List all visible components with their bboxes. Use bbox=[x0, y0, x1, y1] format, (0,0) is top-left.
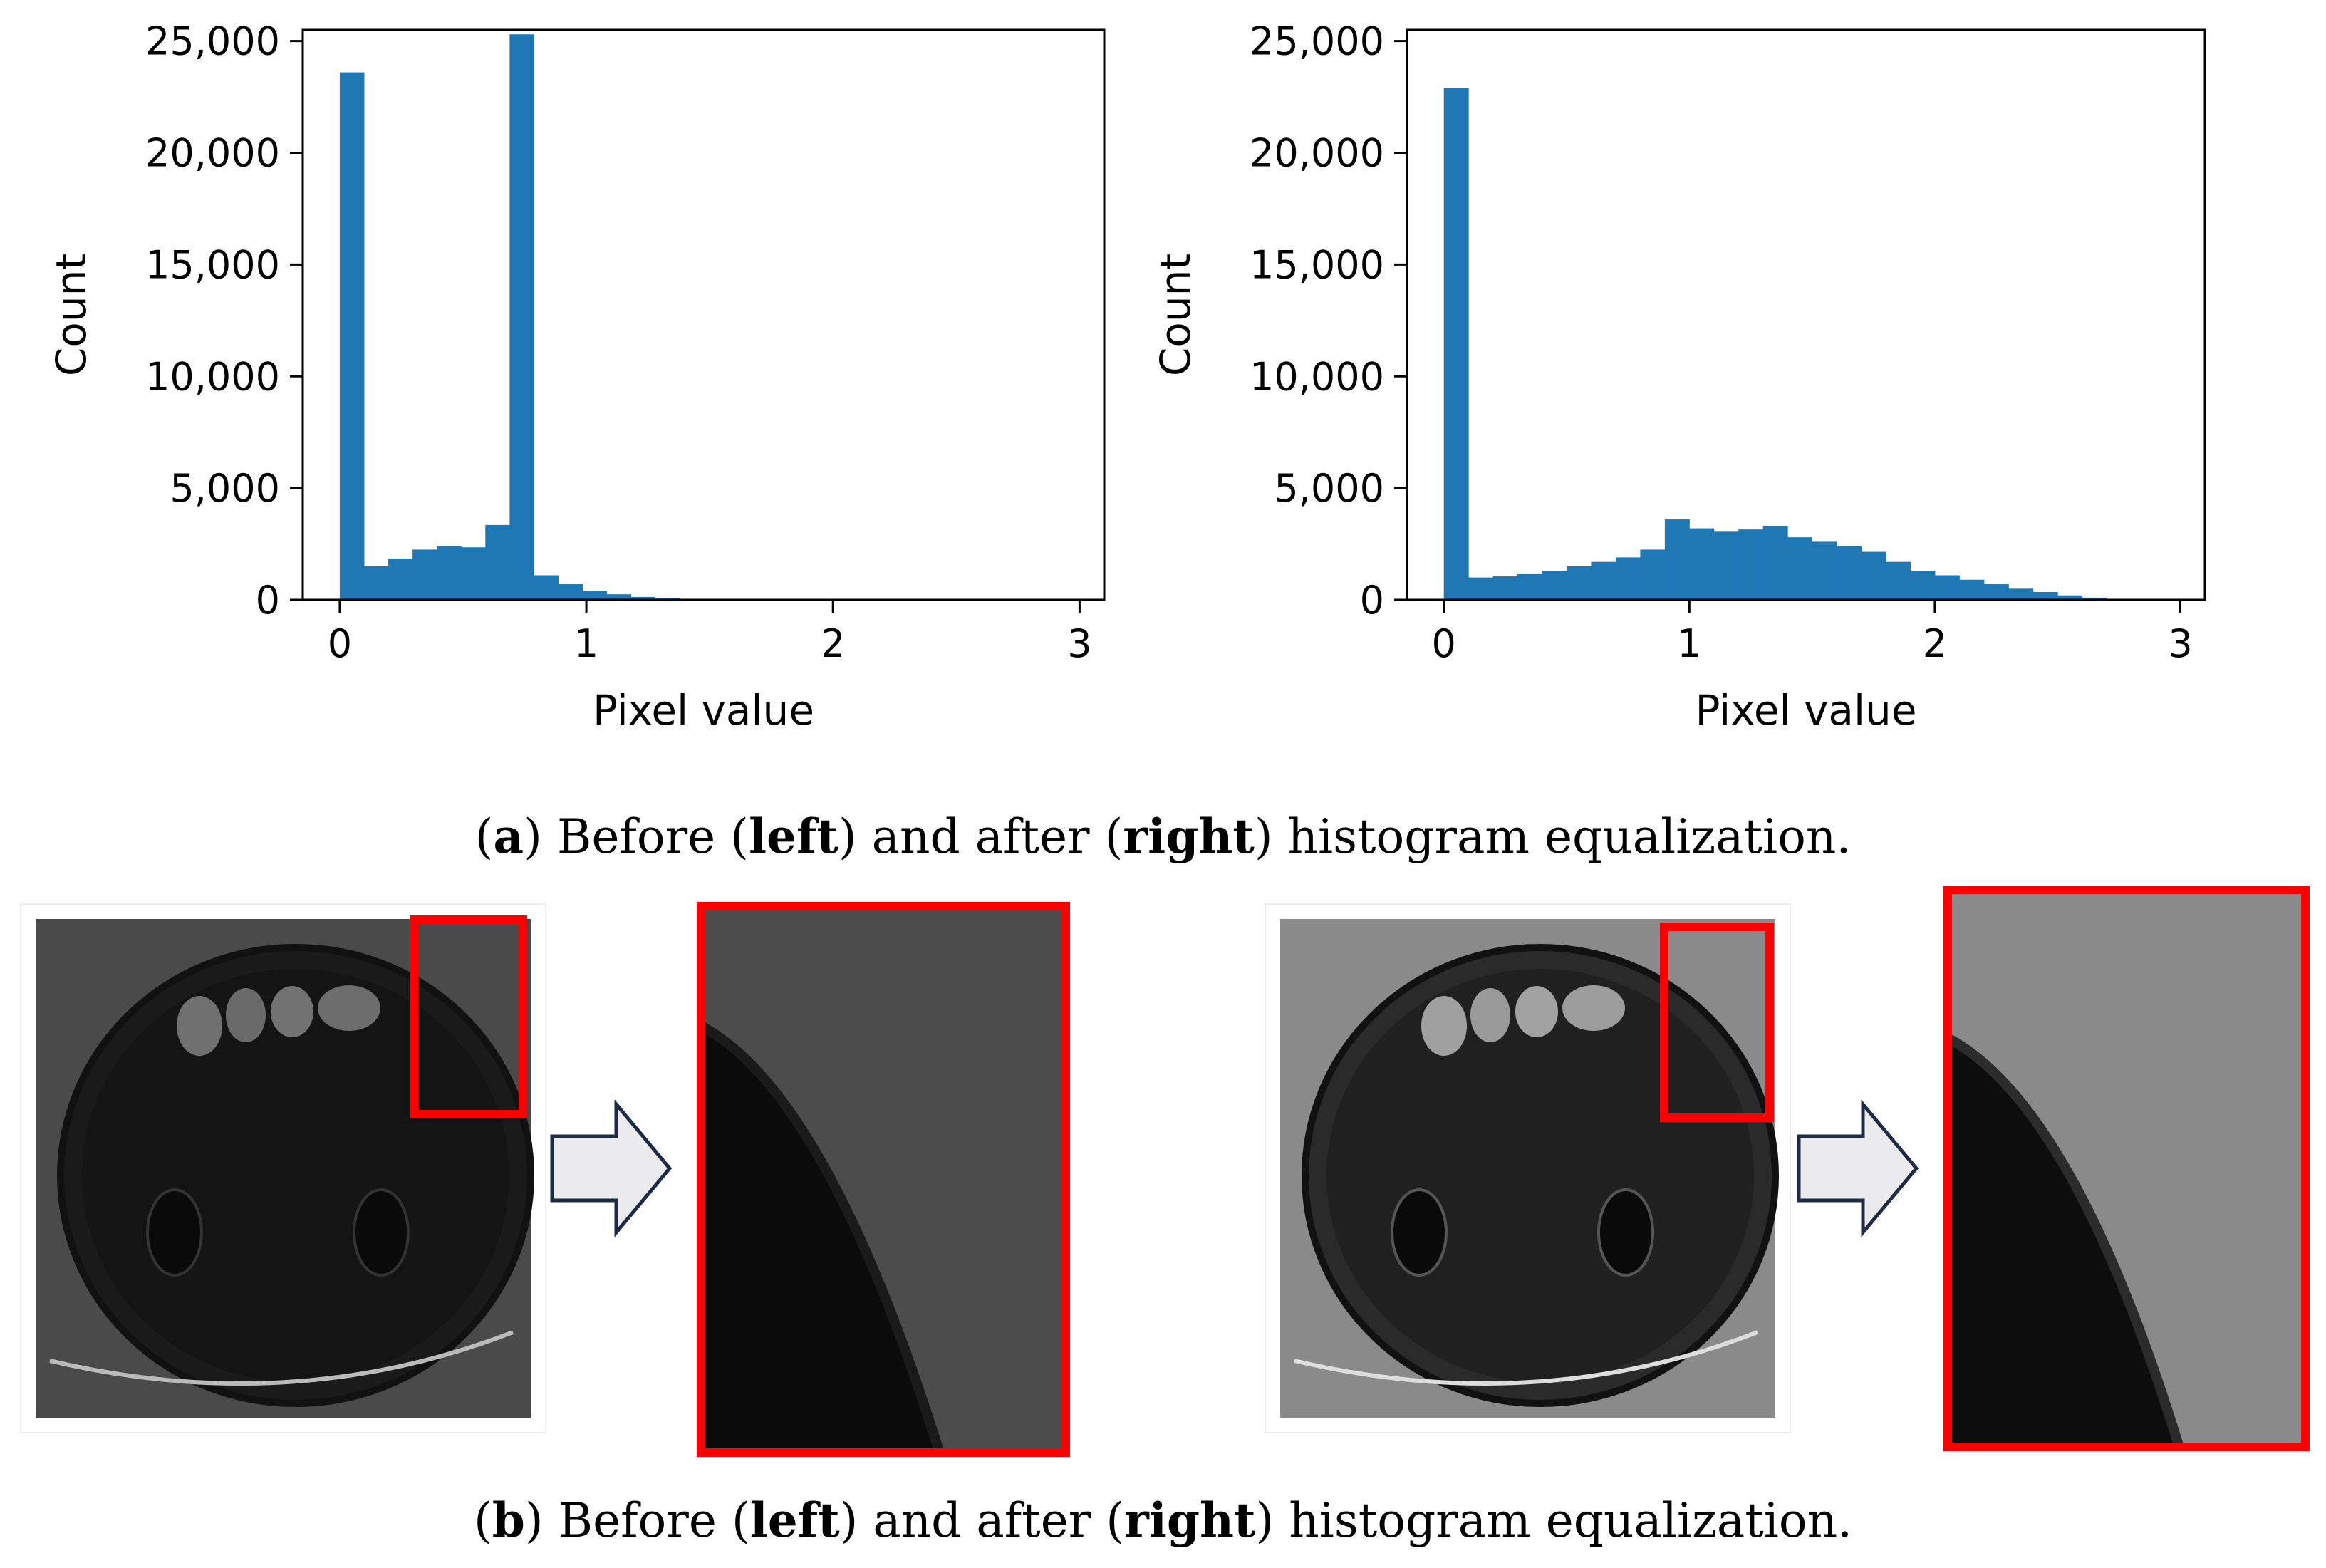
histogram-before-svg: 0 1 2 3 0 5,000 10,000 15,000 20,000 25,000 Pixel … bbox=[47, 19, 1106, 734]
y-tick-label: 5,000 bbox=[1274, 466, 1384, 511]
histogram-after: 0 1 2 3 0 5,000 10,000 15,000 20,000 25,000 Pixel … bbox=[1140, 0, 2326, 755]
arrow-right-icon bbox=[550, 1099, 673, 1237]
histogram-bar bbox=[1910, 571, 1936, 600]
histogram-bar bbox=[1591, 561, 1616, 600]
histogram-bar bbox=[1517, 573, 1543, 600]
highlight-box-before bbox=[410, 915, 527, 1118]
histogram-bar bbox=[1983, 584, 2009, 600]
histogram-bar bbox=[1812, 541, 1837, 600]
zoom-after-drawing bbox=[1945, 887, 2308, 1450]
histogram-bar bbox=[606, 594, 632, 600]
histogram-bar bbox=[1443, 88, 1469, 601]
histogram-bar bbox=[534, 575, 559, 600]
y-tick-label: 15,000 bbox=[1250, 242, 1384, 287]
histogram-bar bbox=[1689, 528, 1715, 600]
highlight-box-after bbox=[1660, 923, 1774, 1122]
y-tick-label: 0 bbox=[1360, 578, 1384, 623]
x-tick-label: 3 bbox=[1067, 621, 1091, 666]
histogram-bar bbox=[509, 34, 534, 600]
y-axis-label: Count bbox=[47, 254, 95, 376]
histogram-bar bbox=[582, 591, 608, 600]
histogram-bar bbox=[1640, 549, 1666, 600]
plot-frame bbox=[1406, 28, 2206, 601]
y-tick-label: 0 bbox=[256, 578, 280, 623]
histogram-bar bbox=[1787, 537, 1813, 600]
histogram-after-svg: 0 1 2 3 0 5,000 10,000 15,000 20,000 25,000 Pixel … bbox=[1151, 19, 2206, 734]
histogram-bar bbox=[1542, 571, 1567, 600]
histogram-bar bbox=[1837, 546, 1862, 600]
histogram-bar bbox=[1959, 579, 1985, 600]
y-tick-label: 10,000 bbox=[145, 354, 280, 399]
histogram-bar bbox=[2032, 592, 2058, 600]
histogram-bar bbox=[363, 566, 389, 600]
histogram-bar bbox=[1567, 566, 1592, 600]
histogram-bar bbox=[437, 546, 462, 600]
histogram-bar bbox=[1492, 576, 1518, 600]
y-tick-label: 20,000 bbox=[1250, 131, 1384, 176]
histogram-bar bbox=[1886, 561, 1911, 600]
y-tick-label: 5,000 bbox=[170, 466, 280, 511]
y-tick-label: 25,000 bbox=[1250, 19, 1384, 64]
zoom-frame-before bbox=[697, 902, 1070, 1457]
plot-frame bbox=[301, 28, 1106, 601]
x-tick-label: 3 bbox=[2168, 621, 2192, 666]
x-tick-label: 0 bbox=[328, 621, 352, 666]
arrow-right-icon bbox=[1797, 1099, 1919, 1237]
caption-b: (b) Before (left) and after (right) hist… bbox=[473, 1492, 1853, 1548]
caption-a: (a) Before (left) and after (right) hist… bbox=[474, 809, 1852, 864]
caption-a-left: left bbox=[748, 809, 838, 864]
histogram-bar bbox=[461, 547, 486, 600]
histogram-bar bbox=[2082, 597, 2107, 600]
ct-scan-after bbox=[1265, 903, 1791, 1433]
zoom-after bbox=[1945, 887, 2308, 1450]
y-tick-label: 15,000 bbox=[145, 242, 280, 287]
x-tick-label: 0 bbox=[1432, 621, 1456, 666]
zoom-frame-after bbox=[1943, 886, 2310, 1451]
y-tick-label: 20,000 bbox=[145, 131, 280, 176]
histogram-bar bbox=[1738, 529, 1764, 600]
histogram-bar bbox=[2057, 595, 2083, 600]
histogram-bar bbox=[339, 72, 365, 600]
x-tick-label: 1 bbox=[1677, 621, 1701, 666]
histogram-bar bbox=[1615, 557, 1641, 600]
x-axis-label: Pixel value bbox=[593, 686, 814, 734]
zoom-before bbox=[698, 903, 1069, 1455]
x-tick-label: 2 bbox=[1923, 621, 1947, 666]
caption-b-left: left bbox=[749, 1492, 840, 1548]
caption-a-letter: a bbox=[493, 809, 524, 864]
y-tick-label: 10,000 bbox=[1250, 354, 1384, 399]
histogram-before: 0 1 2 3 0 5,000 10,000 15,000 20,000 25,000 Pixel … bbox=[0, 0, 1140, 755]
x-tick-label: 1 bbox=[574, 621, 598, 666]
caption-a-right: right bbox=[1123, 809, 1255, 864]
ct-scan-after-drawing bbox=[1280, 919, 1779, 1418]
y-tick-label: 25,000 bbox=[145, 19, 280, 64]
histogram-bar bbox=[1468, 577, 1494, 600]
histogram-bar bbox=[412, 549, 437, 600]
caption-b-letter: b bbox=[492, 1492, 525, 1548]
histogram-bar bbox=[558, 584, 583, 600]
histogram-bar bbox=[1664, 519, 1690, 600]
histogram-bar bbox=[388, 558, 413, 600]
zoom-before-drawing bbox=[698, 1019, 945, 1455]
x-tick-label: 2 bbox=[821, 621, 845, 666]
histogram-bar bbox=[485, 524, 510, 600]
histogram-bar bbox=[2008, 588, 2034, 600]
histogram-bar bbox=[630, 596, 656, 600]
x-axis-label: Pixel value bbox=[1695, 686, 1916, 734]
histogram-bar bbox=[1762, 526, 1788, 600]
y-axis-label: Count bbox=[1151, 254, 1200, 376]
caption-b-right: right bbox=[1124, 1492, 1256, 1548]
histogram-bar bbox=[1934, 575, 1960, 600]
histogram-bar bbox=[1861, 551, 1886, 600]
histogram-bar bbox=[1713, 531, 1739, 600]
